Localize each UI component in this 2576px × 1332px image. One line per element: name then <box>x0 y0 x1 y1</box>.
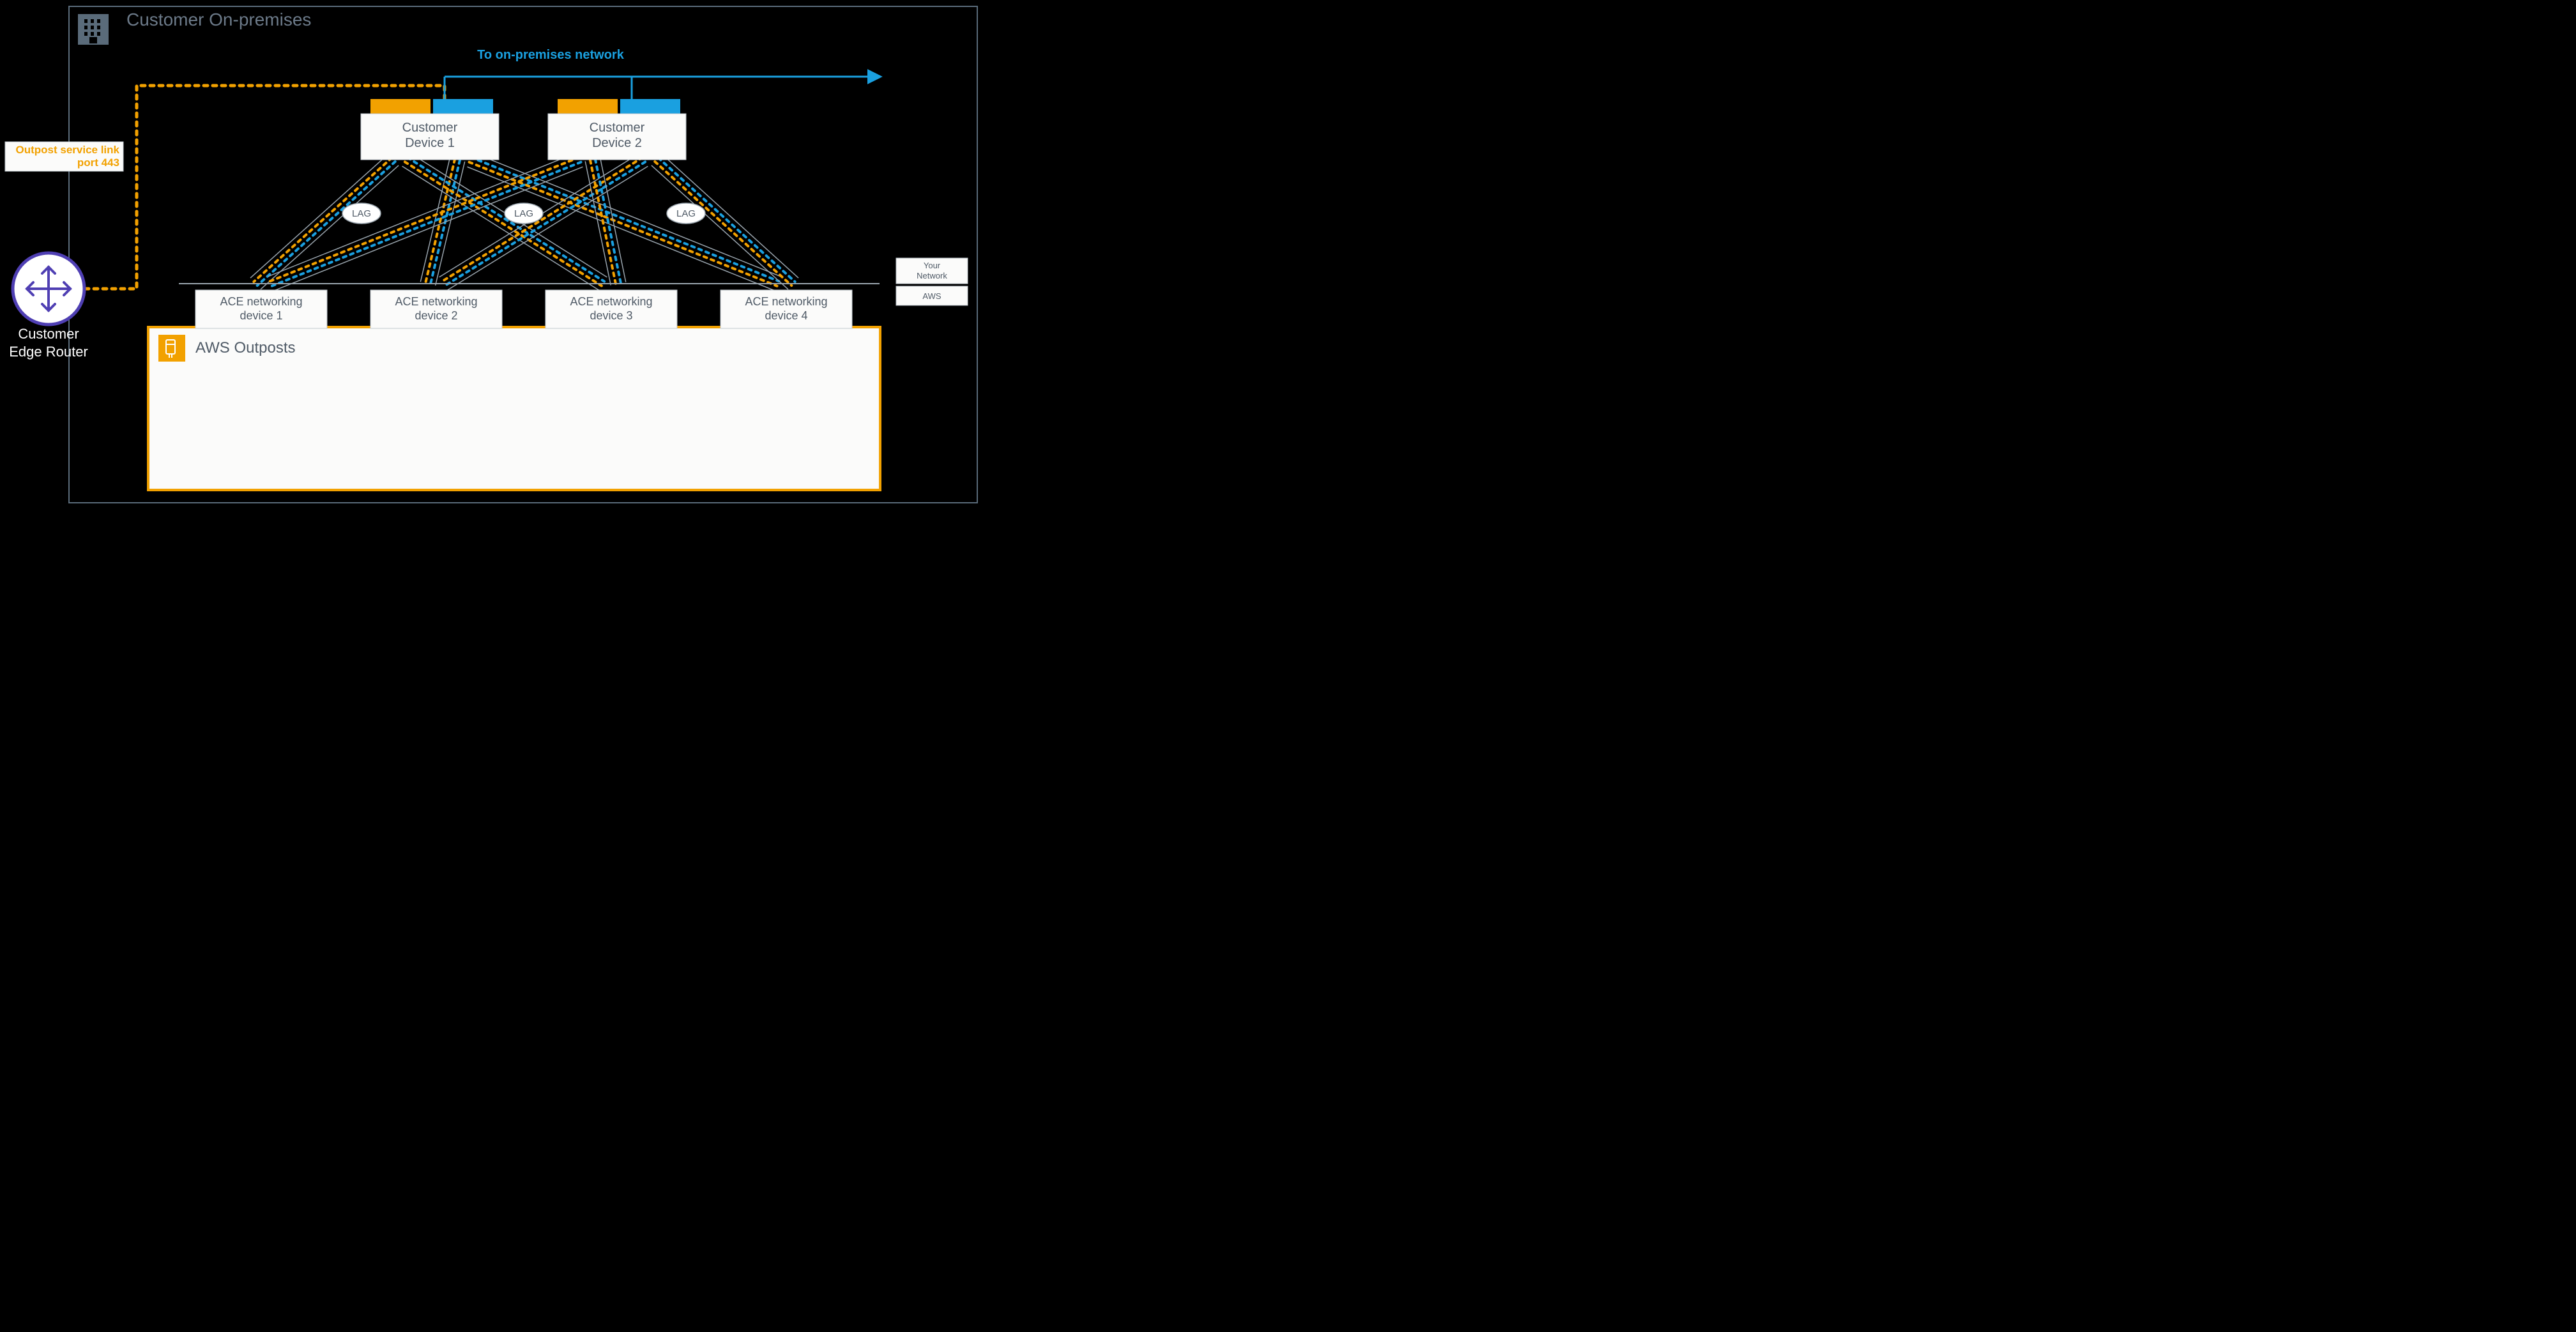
ace-device-label: ACE networking <box>745 295 827 308</box>
ace-device-label: device 4 <box>765 309 807 322</box>
lag-label: LAG <box>352 208 371 219</box>
aws-badge-text: AWS <box>922 291 941 301</box>
edge-router-label: Edge Router <box>9 344 88 360</box>
device-tab-orange <box>370 99 431 114</box>
ace-device-label: device 1 <box>240 309 282 322</box>
building-icon <box>78 14 109 45</box>
ace-device-label: ACE networking <box>220 295 302 308</box>
lag-label: LAG <box>676 208 696 219</box>
ace-device-label: device 3 <box>590 309 632 322</box>
your-network-text: Network <box>917 271 947 280</box>
device-tab-blue <box>620 99 680 114</box>
to-onprem-label: To on-premises network <box>477 48 625 62</box>
onprem-title: Customer On-premises <box>126 10 311 29</box>
lag-label: LAG <box>514 208 533 219</box>
device-tab-orange <box>558 99 618 114</box>
your-network-text: Your <box>924 261 941 270</box>
customer-device-label: Device 1 <box>405 136 455 150</box>
ace-device-label: ACE networking <box>395 295 477 308</box>
ace-device-label: ACE networking <box>570 295 652 308</box>
outposts-title: AWS Outposts <box>195 339 296 356</box>
service-link-label: Outpost service link <box>16 144 120 156</box>
customer-device-label: Device 2 <box>592 136 642 150</box>
edge-router-label: Customer <box>18 326 79 342</box>
device-tab-blue <box>433 99 493 114</box>
ace-device-label: device 2 <box>415 309 457 322</box>
customer-device-label: Customer <box>402 121 458 135</box>
service-link-label: port 443 <box>77 157 119 169</box>
customer-device-label: Customer <box>590 121 645 135</box>
